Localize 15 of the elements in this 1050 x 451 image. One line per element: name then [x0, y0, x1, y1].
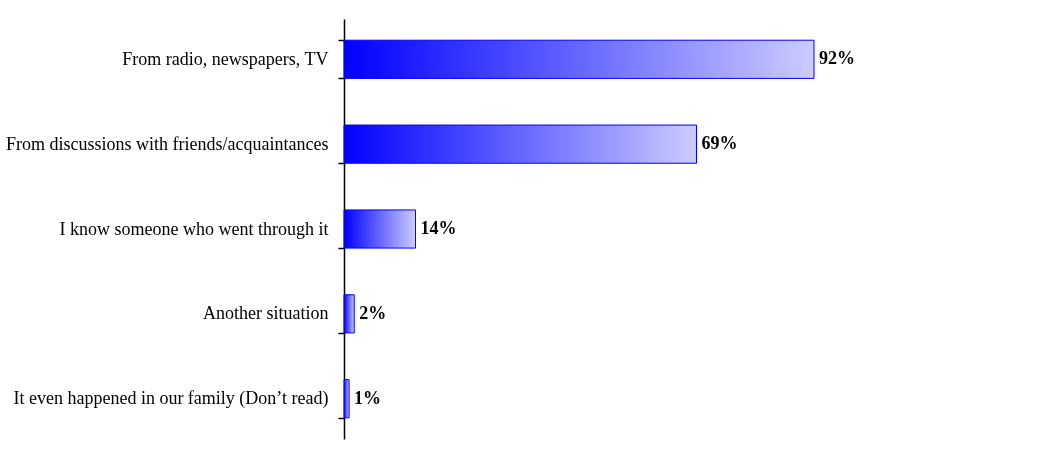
data-label: 69% — [701, 133, 738, 154]
y-tick-label: From radio, newspapers, TV — [122, 48, 329, 69]
bar — [343, 379, 350, 419]
data-label: 2% — [359, 302, 387, 323]
data-label: 92% — [819, 48, 855, 69]
y-tick-label: Another situation — [203, 303, 329, 324]
bar — [343, 209, 417, 249]
y-tick-label: I know someone who went through it — [59, 218, 329, 239]
bar — [343, 124, 697, 164]
y-tick-label: It even happened in our family (Don’t read) — [13, 388, 329, 410]
y-tick-label: From discussions with friends/acquaintances — [6, 133, 329, 154]
data-label: 1% — [354, 387, 382, 408]
data-label: 14% — [420, 218, 457, 238]
bar — [343, 294, 355, 334]
bar — [343, 39, 815, 79]
